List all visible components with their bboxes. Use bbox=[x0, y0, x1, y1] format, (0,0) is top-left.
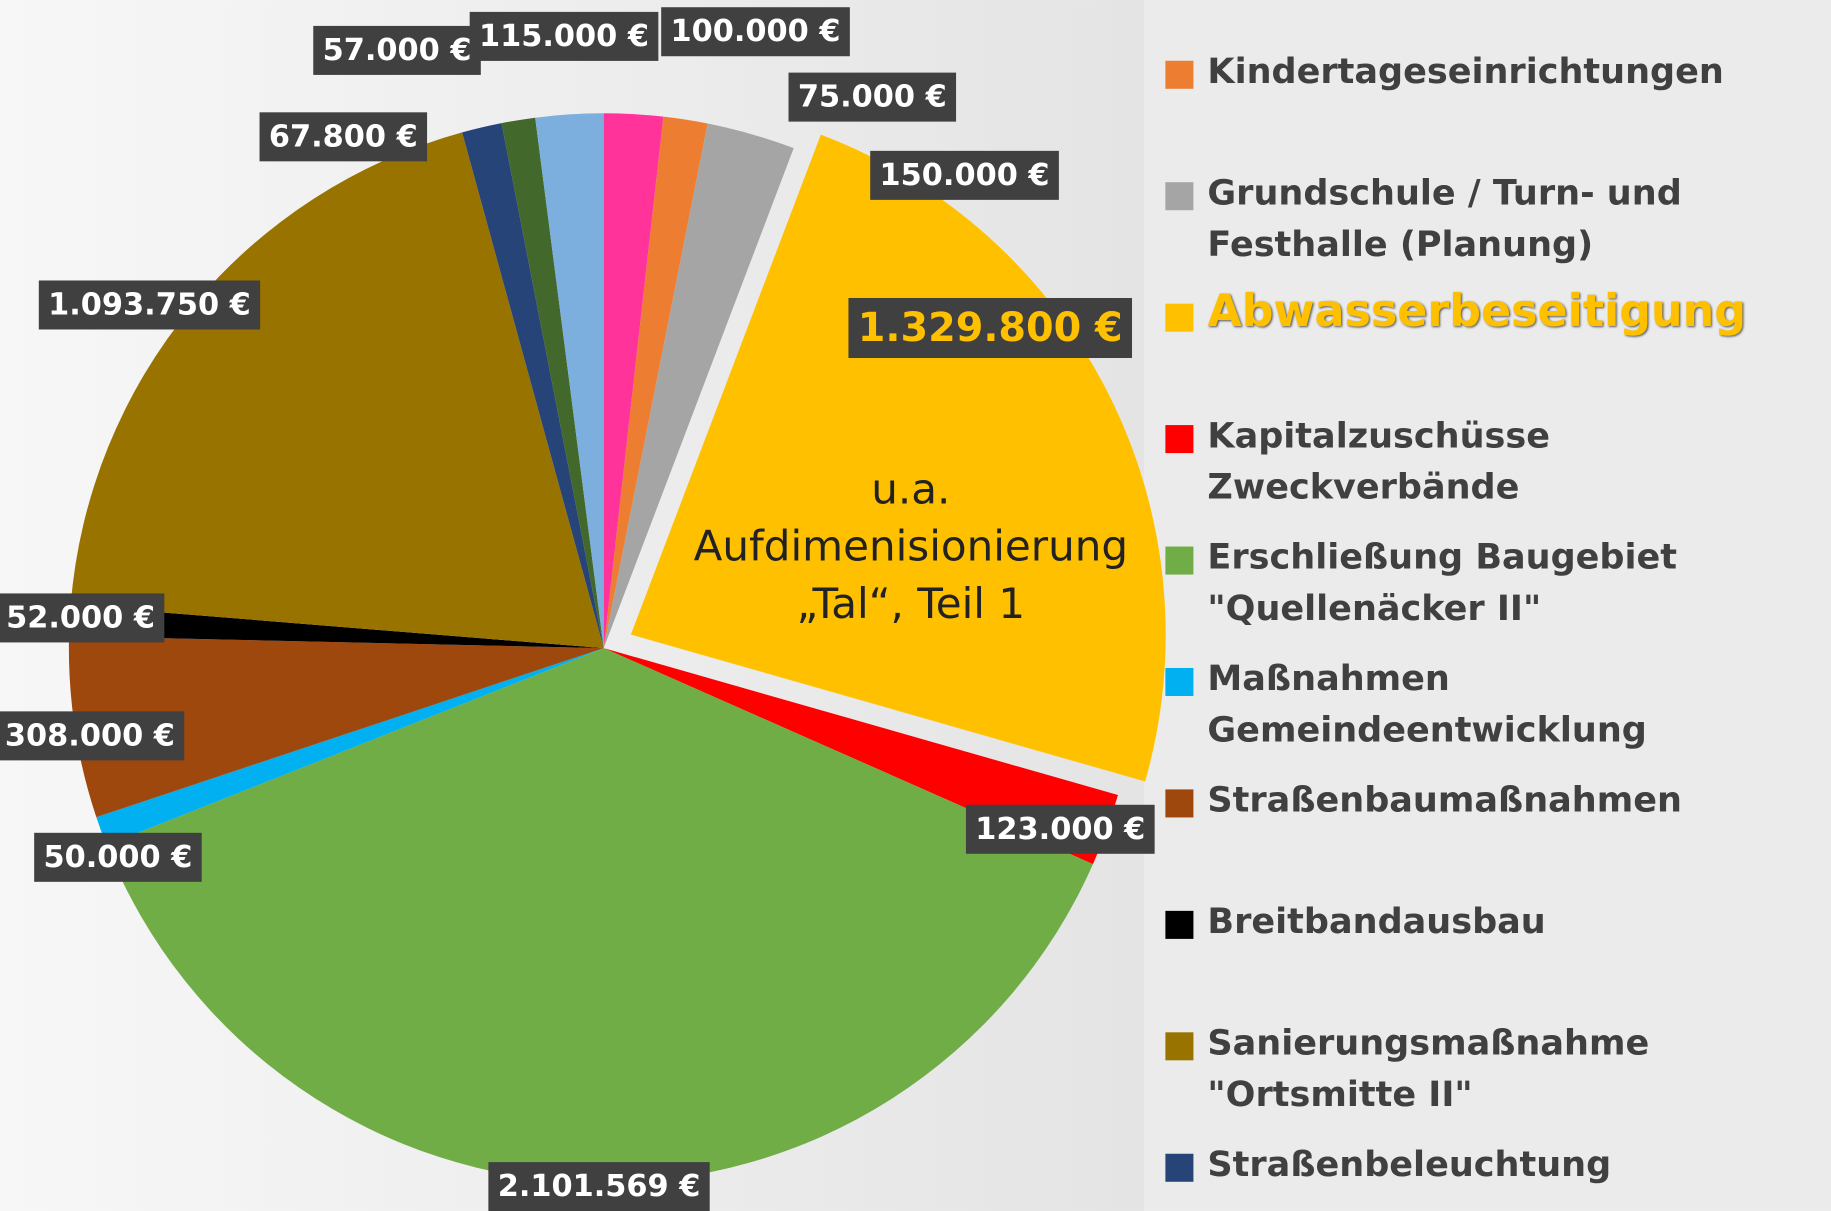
legend-background bbox=[1144, 0, 1831, 1211]
legend-label-box: Erschließung Baugebiet "Quellenäcker II" bbox=[1207, 537, 1678, 630]
data-label: 75.000 € bbox=[798, 80, 947, 115]
pie-slice bbox=[70, 132, 604, 649]
legend-label-box: Straßenbeleuchtung bbox=[1207, 1144, 1612, 1186]
data-label: 1.329.800 € bbox=[858, 305, 1123, 351]
pie-slice bbox=[69, 605, 604, 649]
pie-slice bbox=[603, 113, 664, 649]
annotation-box: u.a. Aufdimenisionierung „Tal“, Teil 1 bbox=[693, 465, 1129, 629]
data-label: 2.101.569 € bbox=[498, 1169, 701, 1204]
legend-label-box: Maßnahmen Gemeindeentwicklung bbox=[1207, 658, 1647, 751]
pie-slice bbox=[462, 123, 604, 649]
legend-swatch bbox=[1165, 182, 1194, 211]
data-label-box bbox=[469, 11, 659, 61]
data-label: 67.800 € bbox=[269, 119, 418, 154]
data-label: 115.000 € bbox=[479, 19, 649, 54]
legend-label: Erschließung Baugebiet "Quellenäcker II" bbox=[1207, 537, 1678, 630]
data-label-box bbox=[38, 280, 261, 330]
data-label-box bbox=[34, 832, 202, 882]
legend-label: Kapitalzuschüsse Zweckverbände bbox=[1207, 415, 1550, 508]
data-label-box bbox=[965, 804, 1155, 854]
data-label: 1.093.750 € bbox=[48, 287, 251, 322]
legend-label: Abwasserbeseitigung bbox=[1207, 289, 1746, 337]
data-label-box bbox=[259, 112, 428, 162]
legend-label: Straßenbeleuchtung bbox=[1207, 1144, 1612, 1186]
data-label-box bbox=[0, 711, 185, 761]
legend-label-box: Kindertageseinrichtungen bbox=[1207, 51, 1724, 93]
pie-slice bbox=[106, 648, 1093, 1183]
legend-swatch bbox=[1165, 303, 1194, 332]
data-label: 50.000 € bbox=[44, 840, 193, 875]
data-label: 100.000 € bbox=[671, 14, 841, 49]
data-label-box bbox=[488, 1162, 710, 1211]
pie-slice bbox=[96, 648, 604, 846]
legend-label-box: Kapitalzuschüsse Zweckverbände bbox=[1207, 415, 1550, 508]
legend-swatch bbox=[1165, 425, 1194, 454]
data-label-box bbox=[848, 297, 1133, 359]
data-label: 57.000 € bbox=[323, 33, 472, 68]
legend-label-box: Sanierungsmaßnahme "Ortsmitte II" bbox=[1207, 1022, 1650, 1116]
pie-slice bbox=[603, 123, 794, 649]
legend-swatch bbox=[1165, 60, 1194, 89]
pie-slice bbox=[501, 117, 604, 649]
data-label-box bbox=[313, 25, 481, 75]
legend-swatch bbox=[1165, 1032, 1194, 1061]
pie-slice bbox=[603, 116, 708, 649]
data-label-box bbox=[661, 7, 850, 57]
legend-label-box: Breitbandausbau bbox=[1207, 901, 1546, 943]
legend-label-box: Grundschule / Turn- und Festhalle (Planu… bbox=[1207, 172, 1682, 266]
legend-label: Straßenbaumaßnahmen bbox=[1207, 780, 1682, 821]
pie-slice bbox=[68, 636, 604, 818]
legend-swatch bbox=[1165, 667, 1194, 696]
data-label: 123.000 € bbox=[975, 812, 1145, 847]
legend-label-box: Abwasserbeseitigung bbox=[1207, 289, 1746, 337]
annotation: u.a. Aufdimenisionierung „Tal“, Teil 1 bbox=[693, 465, 1129, 629]
legend-swatch bbox=[1165, 789, 1194, 818]
legend-label-box: Straßenbaumaßnahmen bbox=[1207, 780, 1682, 821]
data-label: 52.000 € bbox=[6, 600, 155, 635]
legend-swatch bbox=[1165, 546, 1194, 575]
legend-label: Sanierungsmaßnahme "Ortsmitte II" bbox=[1207, 1022, 1650, 1116]
legend-swatch bbox=[1165, 910, 1194, 939]
legend-label: Grundschule / Turn- und Festhalle (Planu… bbox=[1207, 172, 1682, 266]
data-label-box bbox=[788, 72, 957, 122]
data-label: 150.000 € bbox=[880, 158, 1050, 193]
data-label-box bbox=[870, 150, 1059, 200]
legend-label: Maßnahmen Gemeindeentwicklung bbox=[1207, 658, 1647, 751]
pie-slice bbox=[535, 113, 604, 649]
legend-label: Breitbandausbau bbox=[1207, 901, 1546, 943]
data-label: 308.000 € bbox=[5, 718, 175, 753]
pie-slice bbox=[630, 134, 1166, 782]
legend-swatch bbox=[1165, 1153, 1194, 1182]
data-label-box bbox=[0, 593, 165, 643]
legend-label: Kindertageseinrichtungen bbox=[1207, 51, 1724, 93]
